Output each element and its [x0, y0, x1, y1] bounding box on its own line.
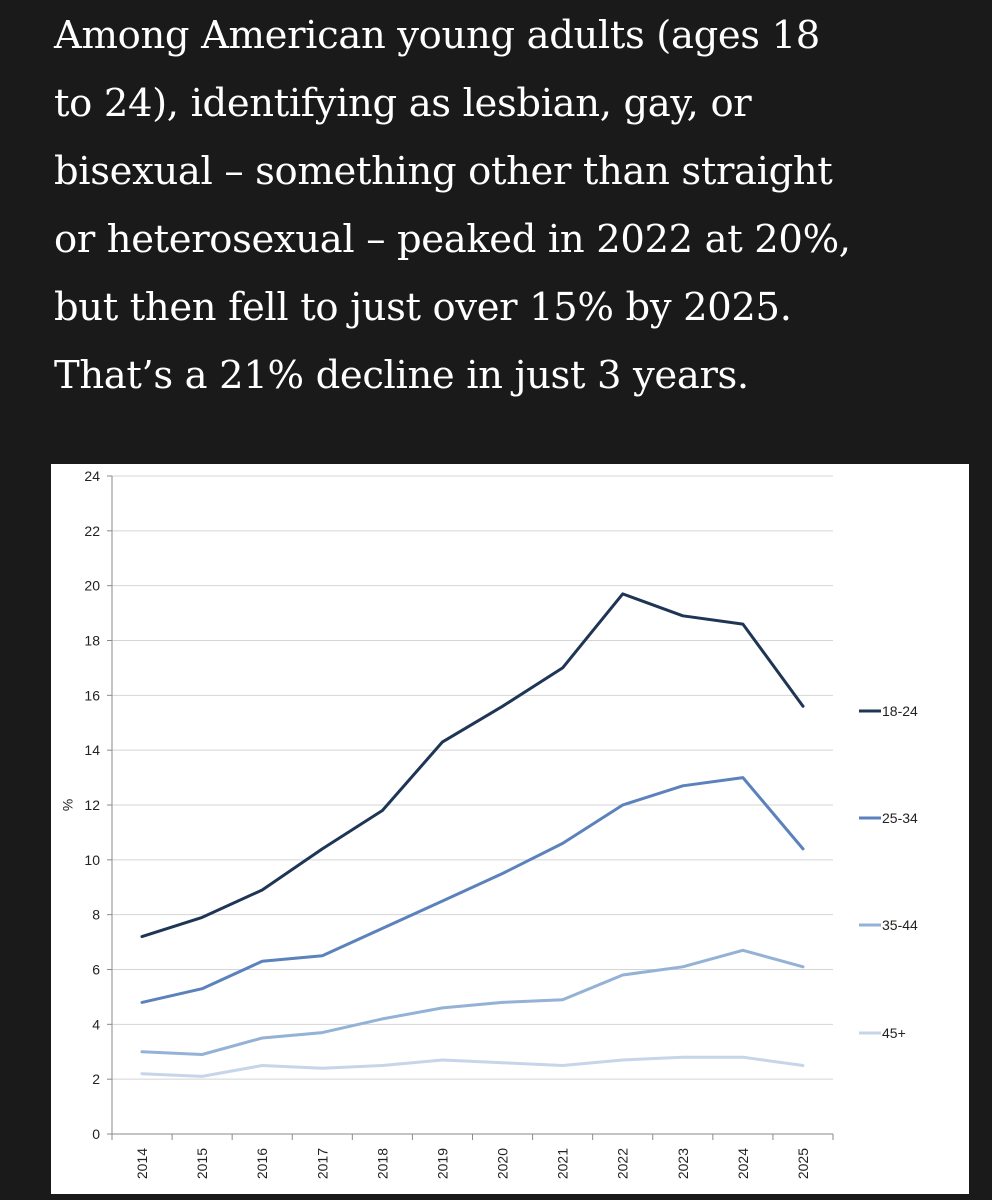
paragraph-line: bisexual – something other than straight — [54, 149, 833, 194]
y-tick-label: 22 — [84, 523, 100, 539]
y-tick-label: 6 — [92, 962, 100, 978]
x-tick-label: 2019 — [434, 1148, 450, 1179]
y-tick-label: 16 — [84, 687, 100, 703]
x-tick-label: 2021 — [555, 1148, 571, 1179]
x-tick-label: 2017 — [314, 1148, 330, 1179]
y-tick-label: 4 — [92, 1016, 100, 1032]
paragraph-line: or heterosexual – peaked in 2022 at 20%, — [54, 217, 851, 262]
series-lines — [140, 592, 805, 1078]
x-tick-label: 2016 — [254, 1148, 270, 1179]
y-tick-label: 18 — [84, 633, 100, 649]
article-paragraph: Among American young adults (ages 18 to … — [54, 2, 974, 410]
y-tick-label: 10 — [84, 852, 100, 868]
y-tick-label: 8 — [92, 907, 100, 923]
x-tick-label: 2014 — [134, 1148, 150, 1179]
legend-label: 25-34 — [882, 810, 918, 826]
y-tick-label: 12 — [84, 797, 100, 813]
legend-label: 45+ — [882, 1025, 906, 1041]
y-tick-label: 14 — [84, 742, 100, 758]
y-tick-label: 2 — [92, 1071, 100, 1087]
line-chart-panel: 0 2 4 6 8 10 12 14 16 18 20 22 24% 2014 2015 2016 2017 20… — [51, 464, 969, 1194]
paragraph-line: That’s a 21% decline in just 3 years. — [54, 353, 749, 398]
y-tick-label: 24 — [84, 468, 100, 484]
series-line-25-34 — [140, 776, 805, 1004]
paragraph-line: Among American young adults (ages 18 — [54, 13, 820, 58]
x-tick-label: 2020 — [495, 1148, 511, 1179]
y-tick-label: 20 — [84, 578, 100, 594]
legend-item: 25-34 — [859, 810, 918, 826]
gridlines — [112, 475, 833, 1080]
paragraph-line: but then fell to just over 15% by 2025. — [54, 285, 792, 330]
legend-item: 18-24 — [859, 703, 918, 719]
paragraph-line: to 24), identifying as lesbian, gay, or — [54, 81, 752, 126]
x-tick-label: 2025 — [795, 1148, 811, 1179]
x-tick-label: 2024 — [735, 1148, 751, 1179]
legend-label: 35-44 — [882, 917, 918, 933]
series-line-18-24 — [140, 592, 805, 939]
series-line-45plus — [140, 1055, 805, 1078]
x-tick-label: 2023 — [675, 1148, 691, 1179]
y-tick-label: 0 — [92, 1126, 100, 1142]
x-tick-label: 2018 — [374, 1148, 390, 1179]
x-tick-label: 2022 — [615, 1148, 631, 1179]
y-axis-title: % — [60, 799, 76, 811]
legend: 18-24 25-34 35-44 45+ — [859, 703, 918, 1041]
legend-item: 35-44 — [859, 917, 918, 933]
legend-label: 18-24 — [882, 703, 918, 719]
series-line-35-44 — [140, 948, 805, 1056]
x-tick-label: 2015 — [194, 1148, 210, 1179]
legend-item: 45+ — [859, 1025, 906, 1041]
